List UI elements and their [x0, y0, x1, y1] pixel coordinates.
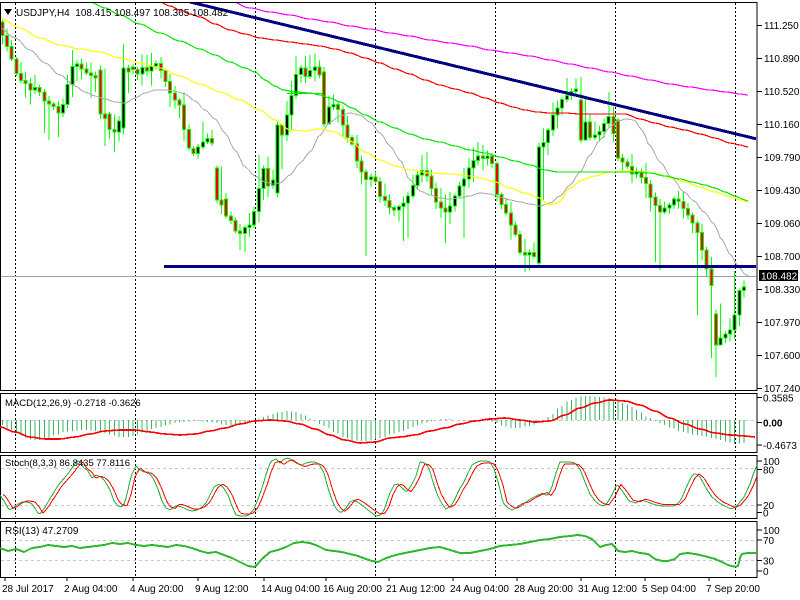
svg-text:31 Aug 12:00: 31 Aug 12:00 [578, 584, 637, 595]
svg-text:28 Jul 2017: 28 Jul 2017 [2, 584, 54, 595]
svg-text:108.482: 108.482 [761, 272, 798, 283]
svg-text:30: 30 [763, 557, 775, 568]
svg-text:0.00: 0.00 [763, 419, 783, 430]
svg-text:RSI(13) 47.2709: RSI(13) 47.2709 [5, 526, 79, 537]
svg-text:109.790: 109.790 [764, 153, 800, 164]
svg-text:110.160: 110.160 [764, 120, 800, 131]
svg-text:24 Aug 04:00: 24 Aug 04:00 [450, 584, 509, 595]
svg-text:16 Aug 20:00: 16 Aug 20:00 [323, 584, 382, 595]
svg-text:107.600: 107.600 [764, 351, 800, 362]
svg-text:111.250: 111.250 [764, 21, 799, 32]
svg-text:0: 0 [763, 509, 769, 520]
svg-text:70: 70 [763, 536, 775, 547]
svg-text:108.330: 108.330 [764, 285, 800, 296]
svg-text:9 Aug 12:00: 9 Aug 12:00 [195, 584, 249, 595]
svg-text:4 Aug 20:00: 4 Aug 20:00 [130, 584, 184, 595]
svg-text:100: 100 [763, 526, 780, 537]
svg-text:80: 80 [763, 466, 775, 477]
svg-text:14 Aug 04:00: 14 Aug 04:00 [261, 584, 320, 595]
svg-text:7 Sep 20:00: 7 Sep 20:00 [706, 584, 760, 595]
svg-text:110.890: 110.890 [764, 54, 800, 65]
svg-text:5 Sep 04:00: 5 Sep 04:00 [642, 584, 696, 595]
svg-text:0: 0 [763, 567, 769, 578]
svg-text:-0.4673: -0.4673 [763, 441, 797, 452]
svg-text:Stoch(8,3,3) 86.8435 77.8116: Stoch(8,3,3) 86.8435 77.8116 [5, 458, 130, 469]
svg-text:2 Aug 04:00: 2 Aug 04:00 [64, 584, 118, 595]
svg-text:20: 20 [763, 501, 775, 512]
svg-text:21 Aug 12:00: 21 Aug 12:00 [386, 584, 445, 595]
svg-text:109.060: 109.060 [764, 219, 800, 230]
svg-text:107.970: 107.970 [764, 318, 800, 329]
svg-text:0.3585: 0.3585 [763, 394, 794, 405]
svg-text:USDJPY,H4 108.415 108.497 108: USDJPY,H4 108.415 108.497 108.365 108.48… [16, 8, 229, 19]
svg-text:MACD(12,26,9) -0.2718 -0.3626: MACD(12,26,9) -0.2718 -0.3626 [5, 398, 141, 409]
svg-text:110.520: 110.520 [764, 87, 800, 98]
svg-text:109.430: 109.430 [764, 186, 800, 197]
svg-text:28 Aug 20:00: 28 Aug 20:00 [514, 584, 573, 595]
svg-text:108.700: 108.700 [764, 252, 800, 263]
svg-text:100: 100 [763, 457, 780, 468]
svg-text:107.240: 107.240 [764, 384, 800, 395]
